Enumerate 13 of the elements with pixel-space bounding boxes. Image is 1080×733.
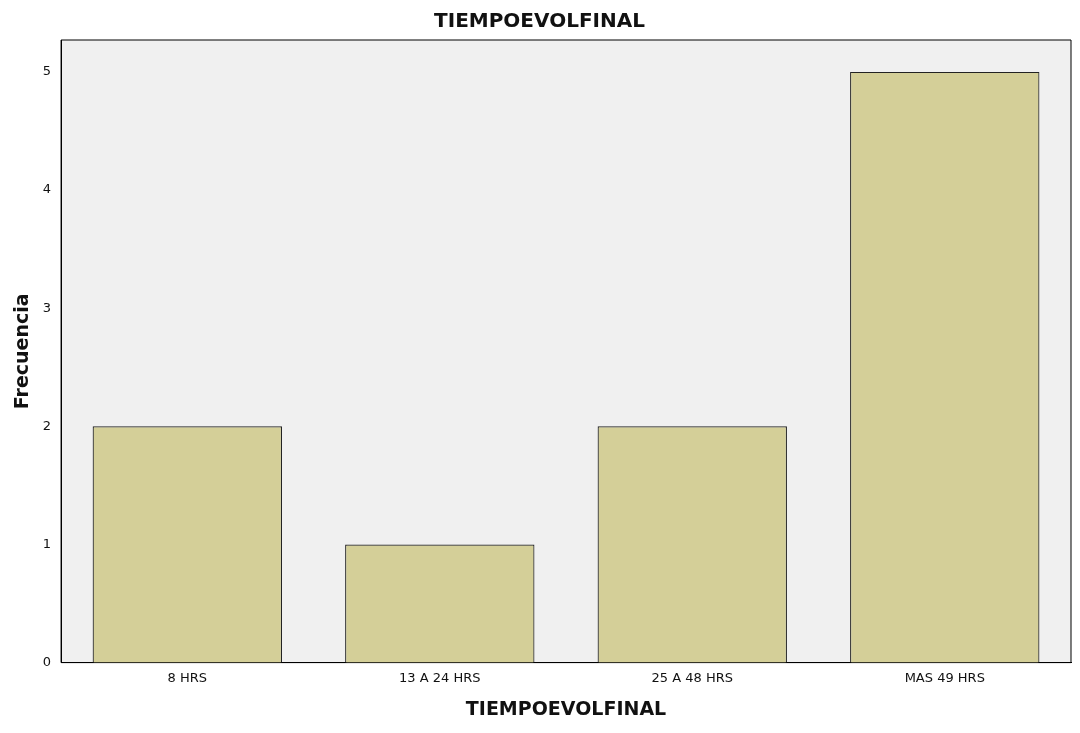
y-tick-label: 5: [42, 63, 52, 79]
y-tick-label: 2: [42, 417, 52, 433]
y-tick-label: 4: [42, 181, 52, 197]
y-axis-title: Frecuencia: [10, 293, 33, 410]
y-tick-label: 3: [42, 299, 52, 315]
x-tick-label: 25 A 48 HRS: [651, 669, 733, 685]
x-axis-title: TIEMPOEVOLFINAL: [465, 696, 667, 719]
y-tick-label: 1: [42, 535, 52, 551]
x-tick-label: 8 HRS: [167, 669, 208, 685]
chart-title: TIEMPOEVOLFINAL: [434, 8, 646, 33]
x-tick-label: MAS 49 HRS: [904, 669, 985, 685]
x-tick-label: 13 A 24 HRS: [399, 669, 481, 685]
y-tick-label: 0: [42, 653, 52, 669]
